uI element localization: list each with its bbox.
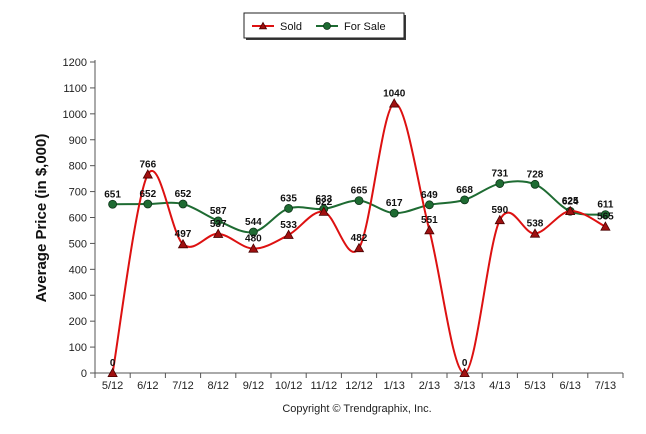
data-label-sold: 625: [562, 196, 579, 207]
y-tick-label: 1100: [63, 83, 87, 95]
x-tick-label: 1/13: [383, 380, 404, 392]
x-tick-label: 7/12: [172, 380, 193, 392]
y-tick-label: 900: [69, 135, 87, 147]
data-label-for-sale: 668: [456, 185, 473, 196]
point-for-sale-4-13: [495, 179, 505, 188]
data-label-sold: 766: [139, 159, 156, 170]
data-label-for-sale: 611: [597, 200, 614, 211]
data-label-for-sale: 728: [527, 169, 544, 180]
x-tick-label: 5/12: [102, 380, 123, 392]
y-tick-label: 100: [69, 342, 87, 354]
point-sold-1-13: [389, 98, 400, 108]
point-sold-11-12: [318, 206, 329, 216]
data-label-sold: 0: [110, 358, 116, 369]
point-for-sale-10-12: [284, 204, 294, 213]
copyright-text: Copyright © Trendgraphix, Inc.: [282, 403, 431, 415]
data-label-for-sale: 665: [351, 186, 368, 197]
data-label-for-sale: 635: [280, 193, 297, 204]
data-label-for-sale: 544: [245, 217, 262, 228]
x-tick-label: 10/12: [275, 380, 303, 392]
y-tick-label: 700: [69, 187, 87, 199]
point-for-sale-12-12: [354, 196, 364, 206]
point-sold-3-13: [459, 367, 470, 378]
data-label-for-sale: 651: [104, 189, 121, 200]
data-label-for-sale: 587: [210, 206, 227, 217]
x-tick-label: 6/13: [559, 380, 580, 392]
y-tick-label: 0: [81, 368, 87, 380]
data-label-sold: 590: [491, 205, 508, 216]
point-for-sale-8-12: [213, 216, 223, 226]
data-labels: 651 652 652 587 544 635 633 665 617 649 668 731 728 6…: [104, 88, 614, 369]
y-tick-label: 200: [69, 316, 87, 328]
data-label-sold: 480: [245, 234, 262, 245]
y-tick-label: 1200: [63, 57, 87, 69]
y-axis-label: Average Price (in $,000): [33, 134, 50, 303]
x-tick-label: 8/12: [207, 380, 228, 392]
x-tick-label: 6/12: [137, 380, 158, 392]
point-sold-7-13: [600, 221, 611, 231]
legend-marker-for-sale: [323, 22, 331, 30]
data-label-sold: 0: [462, 358, 468, 369]
y-tick-label: 800: [69, 161, 87, 173]
point-for-sale-2-13: [424, 200, 434, 210]
legend-label-sold: Sold: [280, 21, 302, 33]
legend-marker-sold: [258, 21, 268, 30]
series-layer: [107, 98, 611, 378]
data-label-sold: 622: [315, 197, 332, 208]
point-sold-5-12: [107, 367, 118, 378]
point-for-sale-5-13: [530, 179, 540, 189]
data-label-sold: 551: [421, 215, 438, 226]
y-tick-label: 600: [69, 213, 87, 225]
point-sold-6-13: [565, 205, 576, 216]
point-sold-12-12: [353, 242, 365, 253]
data-label-for-sale: 617: [386, 198, 403, 209]
point-for-sale-3-13: [460, 195, 470, 205]
point-sold-7-12: [177, 238, 189, 249]
point-sold-10-12: [283, 229, 294, 239]
legend-label-for-sale: For Sale: [344, 21, 386, 33]
y-tick-label: 400: [69, 264, 87, 276]
data-label-sold: 538: [527, 219, 544, 230]
point-sold-4-13: [494, 214, 505, 225]
y-tick-label: 500: [69, 238, 87, 250]
x-tick-label: 12/12: [345, 380, 373, 392]
data-label-sold: 537: [210, 219, 227, 230]
data-label-sold: 482: [351, 233, 368, 244]
data-label-for-sale: 633: [315, 194, 332, 205]
point-sold-6-12: [142, 169, 153, 179]
data-label-sold: 497: [175, 229, 192, 240]
data-label-for-sale: 652: [139, 189, 156, 200]
data-label-sold: 533: [280, 220, 297, 231]
x-tick-label: 7/13: [595, 380, 616, 392]
point-for-sale-7-13: [601, 210, 610, 220]
x-tick-label: 9/12: [243, 380, 264, 392]
data-label-for-sale: 731: [491, 169, 508, 180]
data-label-for-sale: 624: [562, 196, 579, 207]
data-label-for-sale: 649: [421, 190, 438, 201]
y-tick-label: 300: [69, 290, 87, 302]
data-label-sold: 1040: [383, 88, 406, 99]
legend: Sold For Sale: [243, 12, 406, 40]
series-line-sold: [111, 102, 606, 374]
x-tick-label: 11/12: [310, 380, 337, 392]
point-for-sale-9-12: [248, 227, 258, 237]
point-for-sale-7-12: [178, 199, 188, 209]
y-tick-label: 1000: [63, 109, 87, 121]
x-tick-label: 5/13: [524, 380, 545, 392]
point-for-sale-1-13: [389, 208, 399, 218]
point-sold-2-13: [424, 224, 435, 235]
axes: 0 100 200 300 400 500 600 700 800 900 1000 1100 1200…: [63, 57, 624, 392]
point-for-sale-5-12: [108, 199, 117, 209]
x-tick-label: 2/13: [419, 380, 440, 392]
x-tick-label: 3/13: [454, 380, 475, 392]
x-tick-label: 4/13: [489, 380, 510, 392]
point-for-sale-6-12: [143, 199, 153, 209]
data-label-for-sale: 652: [175, 189, 192, 200]
point-sold-9-12: [248, 243, 259, 253]
data-label-sold: 565: [597, 212, 614, 223]
point-sold-5-13: [529, 228, 541, 238]
point-sold-8-12: [213, 228, 224, 238]
